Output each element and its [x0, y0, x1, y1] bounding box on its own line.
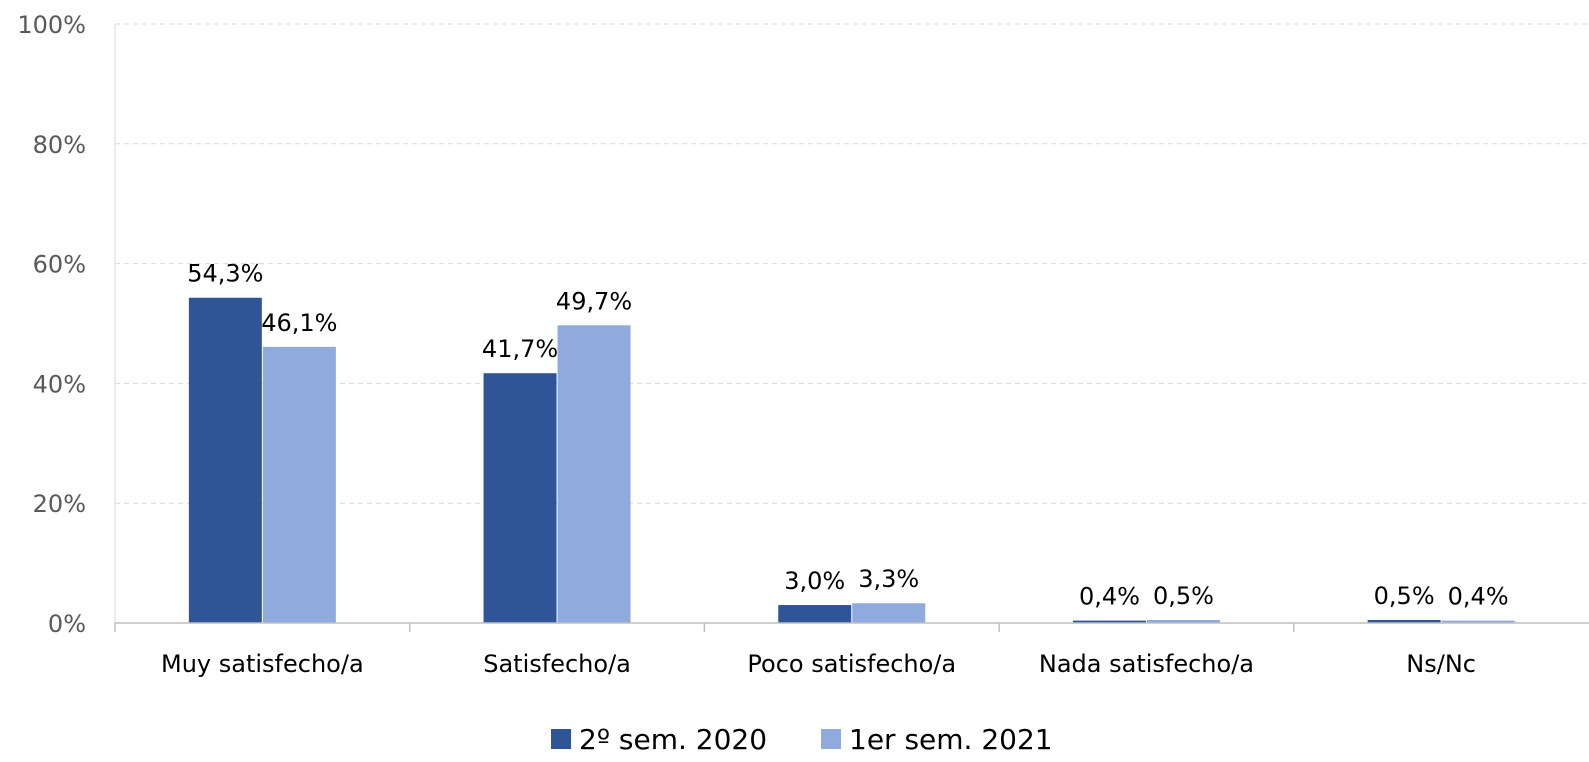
legend-swatch	[821, 729, 841, 749]
y-tick-label: 80%	[33, 131, 86, 159]
bar-series-1	[778, 605, 852, 623]
data-label: 3,0%	[784, 567, 845, 595]
data-label: 0,4%	[1079, 583, 1140, 611]
x-category-label: Ns/Nc	[1406, 650, 1476, 678]
data-label: 0,5%	[1374, 582, 1435, 610]
data-label: 54,3%	[187, 260, 263, 288]
bar-series-1	[188, 297, 262, 623]
x-category-label: Muy satisfecho/a	[161, 650, 364, 678]
data-label: 0,5%	[1153, 582, 1214, 610]
bar-series-2	[1441, 620, 1515, 623]
x-axis-ticks: Muy satisfecho/a Satisfecho/a Poco satisfe…	[114, 623, 1476, 678]
y-tick-label: 100%	[17, 11, 86, 39]
data-label: 3,3%	[858, 565, 919, 593]
bar-series-1	[483, 373, 557, 623]
legend-label: 1er sem. 2021	[849, 723, 1053, 756]
bar-series-1	[1072, 620, 1146, 623]
y-tick-label: 60%	[33, 251, 86, 279]
bars	[188, 297, 1515, 623]
bar-series-1	[1367, 620, 1441, 623]
y-axis-ticks: 0% 20% 40% 60% 80% 100%	[17, 11, 86, 638]
gridlines	[115, 23, 1589, 504]
data-label: 46,1%	[261, 309, 337, 337]
data-label: 0,4%	[1448, 583, 1509, 611]
y-tick-label: 0%	[48, 610, 86, 638]
data-labels: 54,3% 41,7% 3,0% 0,4% 0,5% 46,1% 49,7% 3,3% 0,5%…	[187, 260, 1508, 611]
x-category-label: Satisfecho/a	[483, 650, 631, 678]
y-tick-label: 40%	[33, 370, 86, 398]
x-category-label: Nada satisfecho/a	[1039, 650, 1254, 678]
legend-swatch	[551, 729, 571, 749]
data-label: 49,7%	[556, 287, 632, 315]
x-category-label: Poco satisfecho/a	[747, 650, 956, 678]
data-label: 41,7%	[482, 335, 558, 363]
bar-series-2	[1146, 620, 1220, 623]
bar-series-2	[852, 603, 926, 623]
bar-series-2	[557, 325, 631, 623]
y-tick-label: 20%	[33, 490, 86, 518]
legend: 2º sem. 2020 1er sem. 2021	[551, 723, 1053, 756]
bar-series-2	[262, 346, 336, 623]
legend-label: 2º sem. 2020	[579, 723, 767, 756]
